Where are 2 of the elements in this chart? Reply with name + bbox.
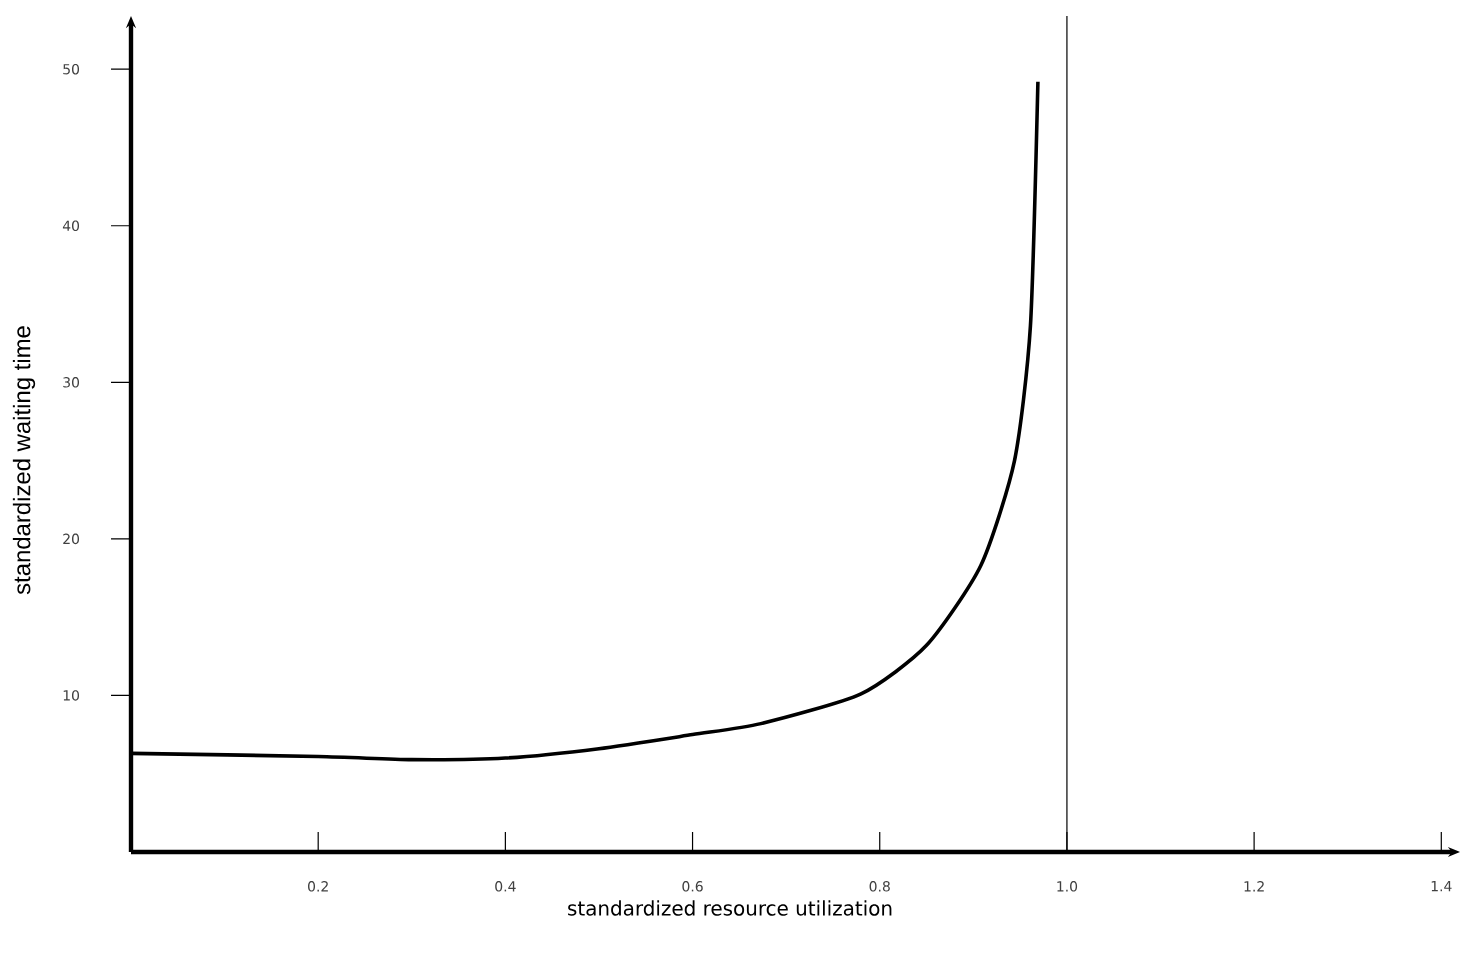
- y-axis-title: standardized waiting time: [12, 326, 36, 595]
- x-axis-title: standardized resource utilization: [568, 900, 892, 916]
